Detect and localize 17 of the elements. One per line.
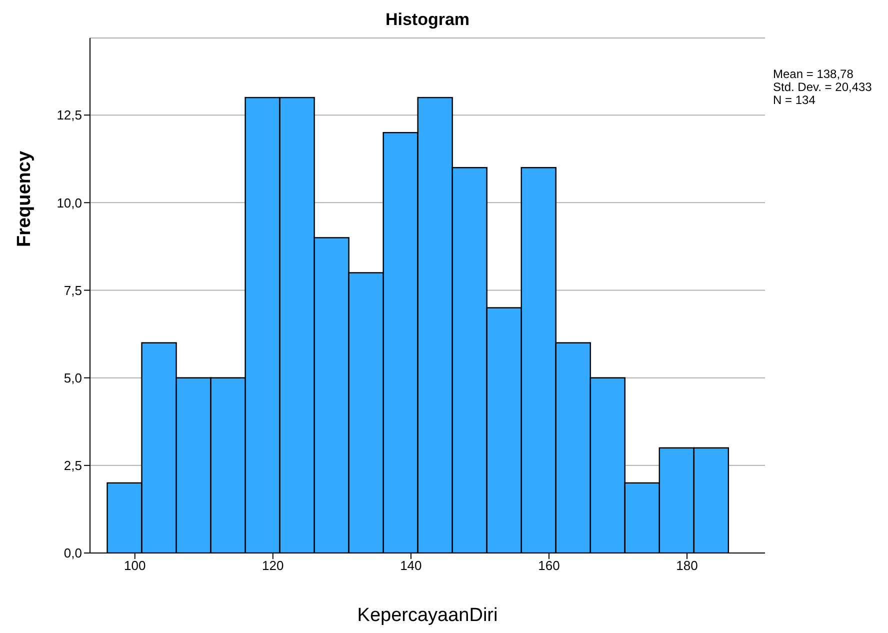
y-tick-label: 5,0 xyxy=(64,370,82,386)
x-tick-label: 120 xyxy=(262,558,284,574)
chart-title: Histogram xyxy=(384,10,471,30)
y-tick-label: 12,5 xyxy=(56,108,82,123)
x-tick-label: 160 xyxy=(538,558,560,574)
x-axis-title: KepercayaanDiri xyxy=(356,605,499,627)
x-tick-label: 180 xyxy=(676,558,698,574)
x-tick-label: 100 xyxy=(124,558,146,574)
text: N = 134 xyxy=(773,93,816,107)
y-tick-label: 0,0 xyxy=(64,546,82,561)
y-tick-label: 10,0 xyxy=(56,195,82,210)
y-tick-label: 7,5 xyxy=(64,282,82,298)
text: Mean = 138,78 xyxy=(773,67,854,81)
y-axis-title: Frequency xyxy=(14,150,36,250)
text: Std. Dev. = 20,433 xyxy=(773,80,872,94)
y-tick-label: 2,5 xyxy=(64,458,82,474)
x-tick-label: 140 xyxy=(400,558,422,574)
